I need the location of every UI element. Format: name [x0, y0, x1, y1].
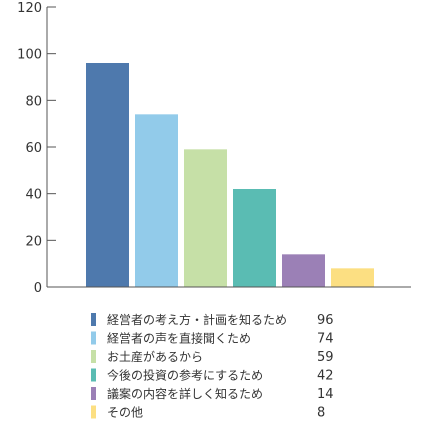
legend-value: 96 [317, 313, 334, 328]
y-tick-label: 120 [17, 1, 42, 16]
legend-label: 経営者の声を直接聞くため [107, 331, 251, 346]
y-tick-label: 40 [25, 188, 42, 203]
legend-swatch [91, 313, 96, 326]
bar [86, 63, 129, 287]
y-tick-label: 20 [25, 234, 42, 249]
legend-value: 14 [317, 387, 334, 402]
legend-swatch [91, 368, 96, 382]
legend-item: その他 8 [91, 405, 325, 421]
legend-item: 経営者の声を直接聞くため 74 [91, 331, 334, 347]
legend-swatch [91, 350, 96, 363]
legend-label: 議案の内容を詳しく知るため [107, 386, 263, 401]
legend-value: 74 [317, 332, 334, 347]
bar [135, 114, 178, 287]
legend: 経営者の考え方・計画を知るため 96 経営者の声を直接聞くため 74 お土産があるから 5… [91, 312, 334, 421]
y-tick-label: 0 [34, 281, 42, 296]
legend-value: 59 [317, 350, 334, 365]
bars [86, 63, 374, 287]
legend-item: お土産があるから 59 [91, 349, 334, 365]
legend-label: 今後の投資の参考にするため [107, 368, 263, 383]
legend-value: 42 [317, 369, 334, 384]
legend-swatch [91, 331, 96, 345]
bar [233, 189, 276, 287]
legend-item: 経営者の考え方・計画を知るため 96 [91, 312, 334, 328]
legend-label: お土産があるから [107, 349, 203, 364]
bar [331, 268, 374, 287]
legend-value: 8 [317, 406, 325, 421]
y-tick-label: 100 [17, 48, 42, 63]
legend-item: 今後の投資の参考にするため 42 [91, 368, 334, 384]
bar [184, 149, 227, 287]
legend-label: その他 [107, 406, 143, 420]
legend-swatch [91, 405, 96, 419]
bar [282, 254, 325, 287]
y-tick-label: 80 [25, 94, 42, 109]
y-axis-ticks: 0 20 40 60 80 100 120 [17, 1, 56, 296]
legend-label: 経営者の考え方・計画を知るため [107, 312, 287, 327]
y-tick-label: 60 [25, 141, 42, 156]
legend-item: 議案の内容を詳しく知るため 14 [91, 386, 334, 402]
legend-swatch [91, 387, 96, 400]
